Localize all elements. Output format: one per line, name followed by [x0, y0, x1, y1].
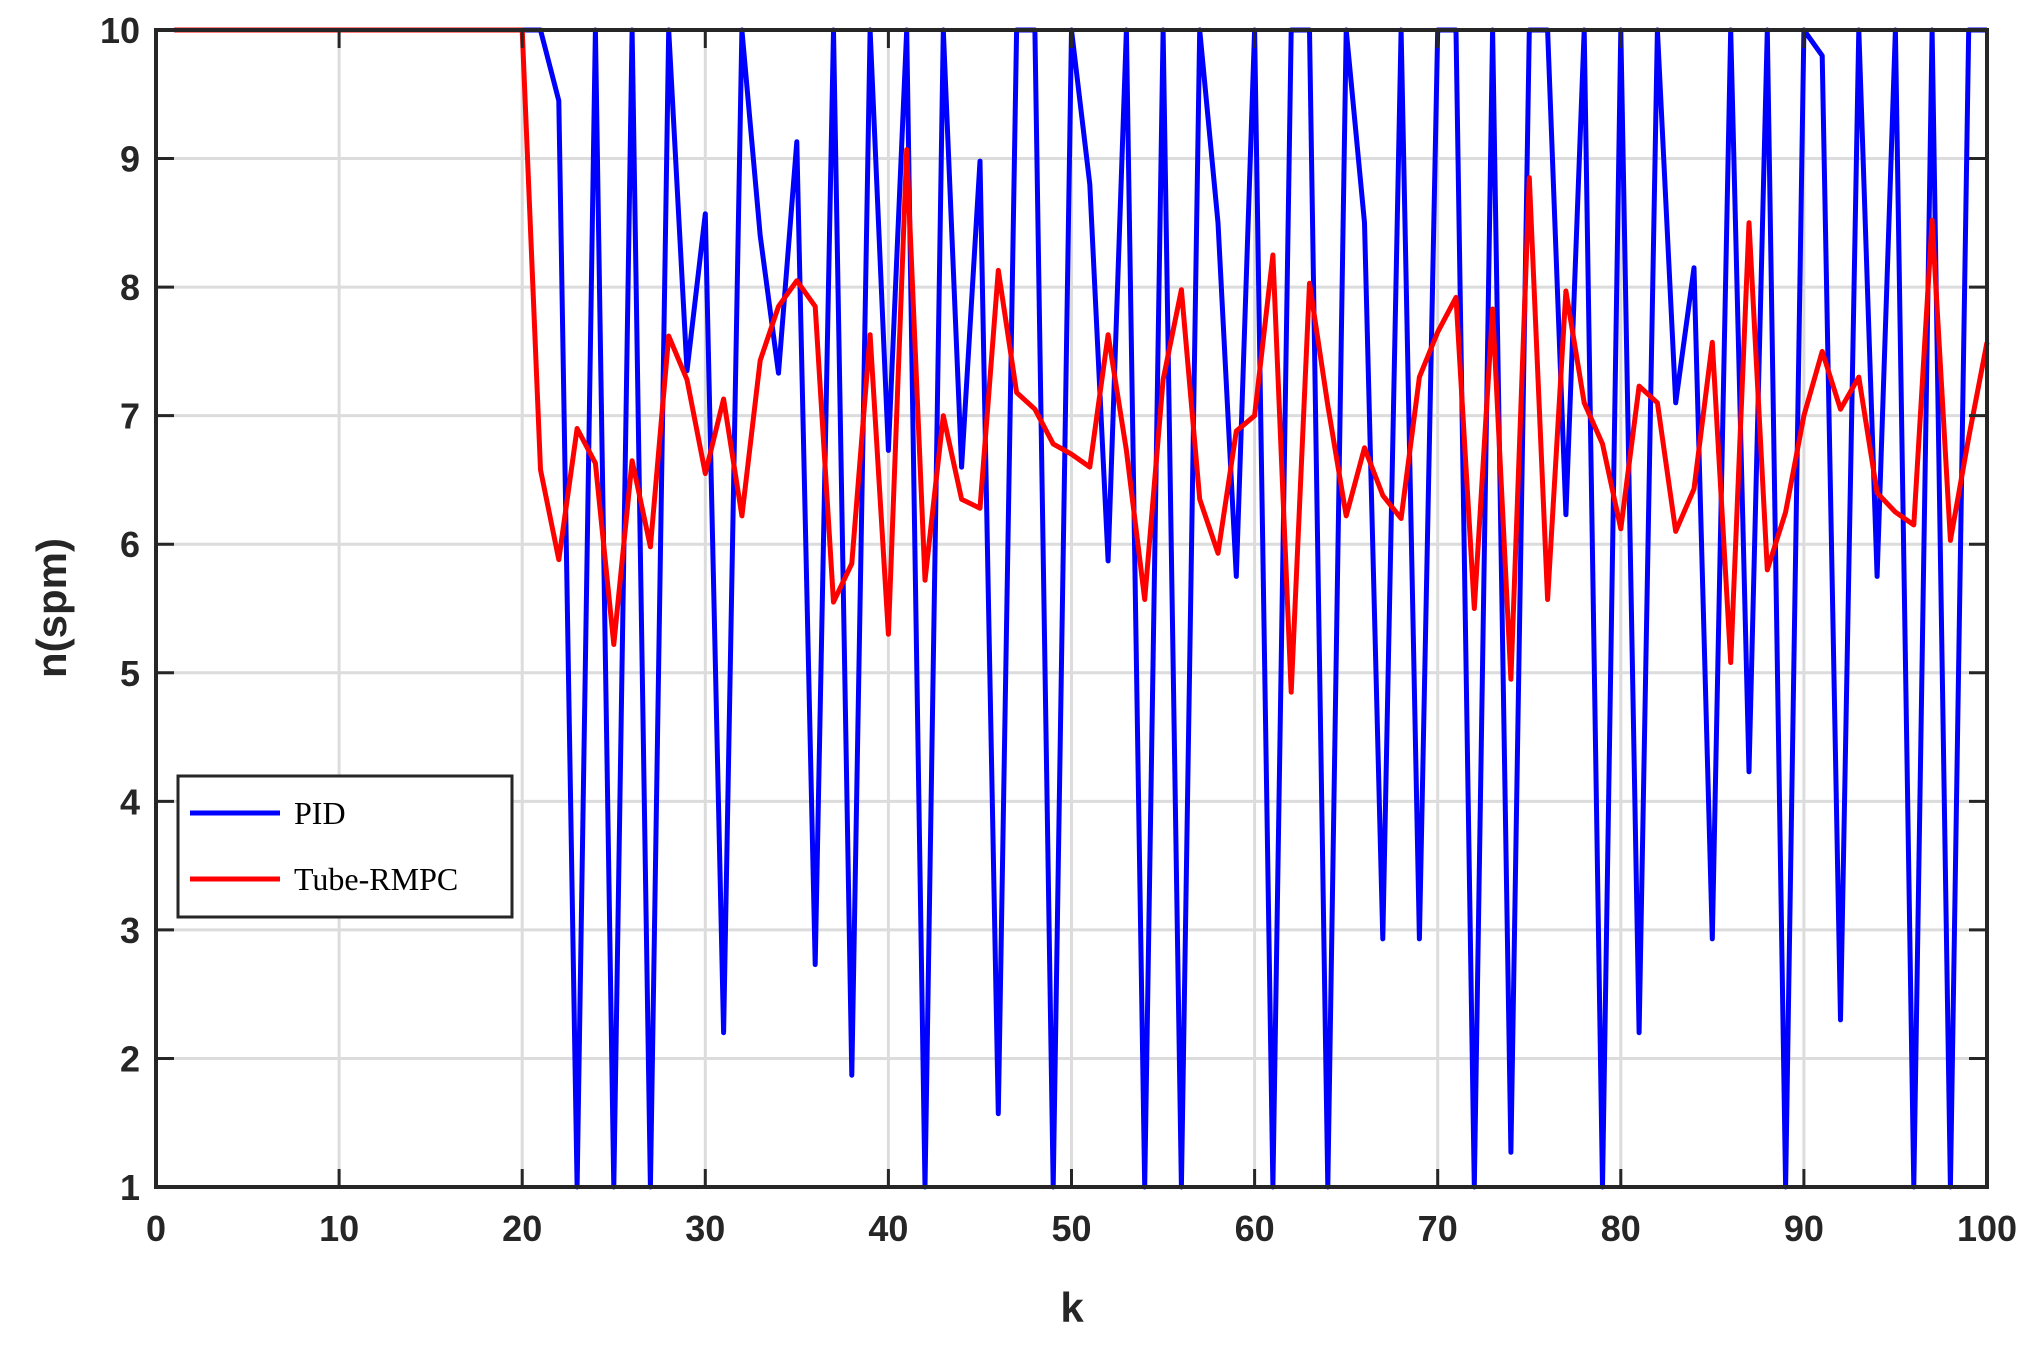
- x-tick-label: 90: [1784, 1208, 1824, 1249]
- legend-box: [176, 774, 514, 919]
- y-tick-label: 4: [120, 781, 140, 822]
- x-tick-label: 0: [146, 1208, 166, 1249]
- x-axis-label: k: [1060, 1284, 1084, 1331]
- y-tick-label: 9: [120, 139, 140, 180]
- y-tick-label: 10: [100, 10, 140, 51]
- x-tick-label: 60: [1235, 1208, 1275, 1249]
- legend-label-pid: PID: [294, 795, 346, 831]
- y-tick-label: 8: [120, 267, 140, 308]
- x-tick-label: 100: [1957, 1208, 2017, 1249]
- y-axis-label: n(spm): [28, 538, 75, 678]
- x-tick-label: 70: [1418, 1208, 1458, 1249]
- y-tick-label: 1: [120, 1167, 140, 1208]
- x-tick-label: 30: [685, 1208, 725, 1249]
- legend: PID Tube-RMPC: [176, 774, 514, 919]
- legend-label-tube-rmpc: Tube-RMPC: [294, 861, 458, 897]
- x-tick-label: 10: [319, 1208, 359, 1249]
- axis-ticks: [154, 28, 1989, 1189]
- y-tick-label: 3: [120, 910, 140, 951]
- x-tick-label: 40: [868, 1208, 908, 1249]
- y-tick-labels: 1 2 3 4 5 6 7 8 9 10: [100, 10, 140, 1208]
- x-tick-label: 20: [502, 1208, 542, 1249]
- y-tick-label: 2: [120, 1038, 140, 1079]
- y-tick-label: 5: [120, 653, 140, 694]
- x-tick-label: 80: [1601, 1208, 1641, 1249]
- x-tick-label: 50: [1051, 1208, 1091, 1249]
- x-tick-labels: 0 10 20 30 40 50 60 70 80 90 100: [146, 1208, 2017, 1249]
- y-tick-label: 7: [120, 396, 140, 437]
- y-tick-label: 6: [120, 524, 140, 565]
